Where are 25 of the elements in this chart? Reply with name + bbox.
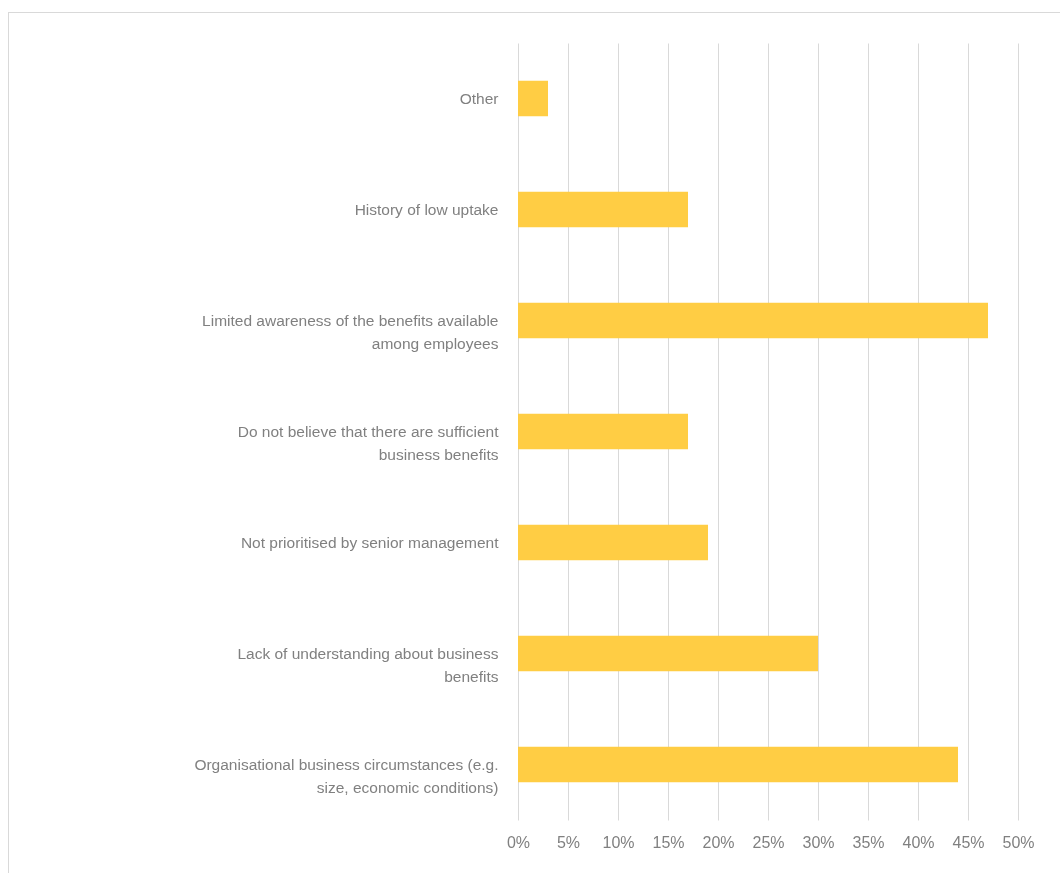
y-tick-label: Lack of understanding about business benefits [237, 644, 499, 685]
y-tick-label: Not prioritised by senior management [240, 533, 500, 551]
x-tick-label: 45% [952, 833, 985, 851]
x-tick-label: 35% [852, 833, 885, 851]
x-tick-label: 50% [1002, 833, 1035, 851]
x-tick-label: 20% [702, 833, 735, 851]
y-tick-label: History of low uptake [354, 200, 499, 218]
x-tick-label: 15% [652, 833, 685, 851]
bar [518, 80, 548, 117]
bar [518, 746, 958, 783]
bar [518, 524, 708, 561]
y-tick-label: Organisational business circumstances (e.g. size, economic conditions) [194, 755, 499, 796]
x-tick-label: 5% [556, 833, 581, 851]
bar [518, 413, 688, 450]
y-tick-label: Do not believe that there are sufficient business benefits [237, 422, 500, 463]
bar [518, 302, 988, 339]
bar [518, 191, 688, 228]
x-tick-label: 40% [902, 833, 935, 851]
x-tick-label: 10% [602, 833, 635, 851]
x-tick-label: 30% [802, 833, 835, 851]
x-tick-label: 25% [752, 833, 785, 851]
bar [518, 635, 818, 672]
y-tick-label: Limited awareness of the benefits available among employees [202, 311, 499, 352]
y-tick-label: Other [459, 89, 499, 107]
x-tick-label: 0% [506, 833, 531, 851]
